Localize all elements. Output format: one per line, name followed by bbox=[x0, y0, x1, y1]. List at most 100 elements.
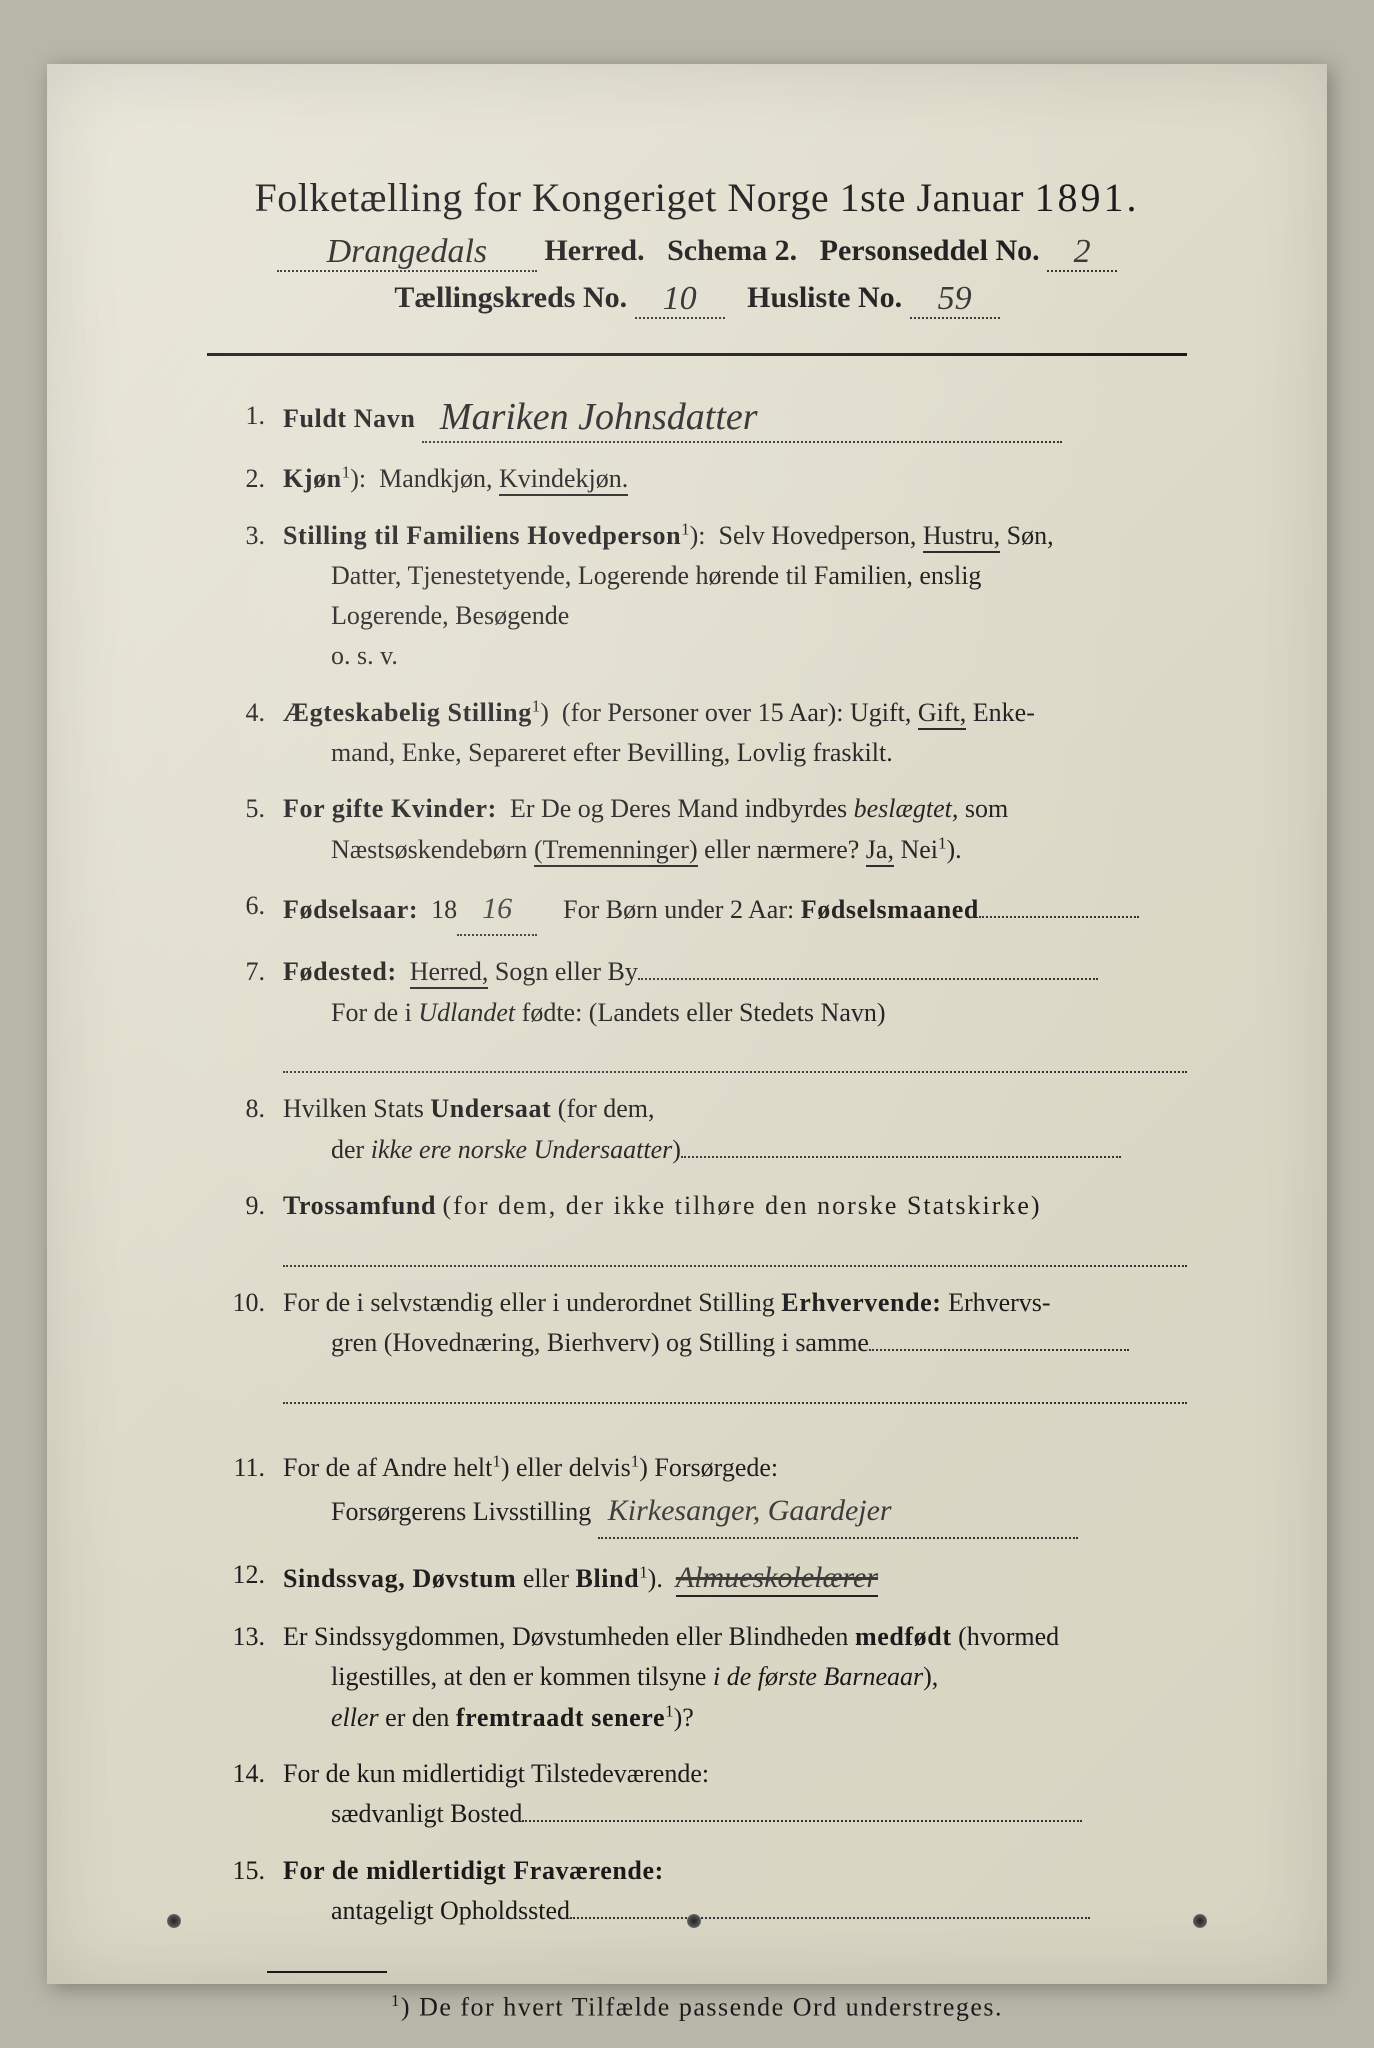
dots bbox=[522, 1801, 1082, 1822]
item-body: Stilling til Familiens Hovedperson1): Se… bbox=[283, 516, 1187, 677]
t: antageligt Opholdssted bbox=[331, 1896, 570, 1925]
i: ikke ere norske Undersaatter bbox=[371, 1135, 673, 1164]
item-num: 5. bbox=[217, 789, 265, 829]
line2: der ikke ere norske Undersaatter) bbox=[283, 1130, 1187, 1170]
footnote-rule bbox=[267, 1971, 387, 1973]
b: fremtraadt senere bbox=[456, 1703, 665, 1732]
herred-line: Drangedals Herred. Schema 2. Personsedde… bbox=[207, 233, 1187, 272]
item-8: 8. Hvilken Stats Undersaat (for dem, der… bbox=[217, 1089, 1187, 1170]
item-num: 6. bbox=[217, 886, 265, 926]
sup: 1 bbox=[532, 696, 540, 715]
item-body: For de midlertidigt Fraværende: antageli… bbox=[283, 1851, 1187, 1932]
label-sindssvag: Sindssvag, Døvstum bbox=[283, 1564, 516, 1593]
hustru-underlined: Hustru, bbox=[923, 521, 1000, 553]
pinhole-icon bbox=[1193, 1914, 1207, 1928]
item-6: 6. Fødselsaar: 1816 For Børn under 2 Aar… bbox=[217, 886, 1187, 937]
livsstilling-value: Kirkesanger, Gaardejer bbox=[608, 1494, 892, 1527]
year-field: 16 bbox=[457, 886, 537, 937]
item-num: 2. bbox=[217, 459, 265, 499]
t: ) Forsørgede: bbox=[639, 1453, 778, 1482]
line2: For de i Udlandet fødte: (Landets eller … bbox=[283, 993, 1187, 1033]
line2: Forsørgerens Livsstilling Kirkesanger, G… bbox=[283, 1488, 1187, 1539]
item-11: 11. For de af Andre helt1) eller delvis1… bbox=[217, 1448, 1187, 1539]
item-num: 4. bbox=[217, 693, 265, 733]
line2: Næstsøskendebørn (Tremenninger) eller næ… bbox=[283, 830, 1187, 870]
kreds-label: Tællingskreds No. bbox=[394, 281, 627, 314]
kjon-options: Mandkjøn, bbox=[379, 464, 499, 493]
livsstilling-field: Kirkesanger, Gaardejer bbox=[598, 1488, 1078, 1539]
t: (for dem, bbox=[551, 1094, 654, 1123]
line2: gren (Hovednæring, Bierhverv) og Stillin… bbox=[283, 1323, 1187, 1363]
t: (for dem, der ikke tilhøre den norske St… bbox=[443, 1191, 1042, 1220]
schema-label: Schema 2. bbox=[667, 234, 797, 267]
title-year: 1891. bbox=[1034, 175, 1139, 220]
t: Søn, bbox=[1000, 521, 1053, 550]
item-4: 4. Ægteskabelig Stilling1) (for Personer… bbox=[217, 693, 1187, 774]
personseddel-field: 2 bbox=[1047, 233, 1117, 272]
pinhole-icon bbox=[167, 1914, 181, 1928]
kjon-underlined: Kvindekjøn. bbox=[499, 464, 628, 496]
personseddel-label: Personseddel No. bbox=[820, 234, 1040, 267]
item-body: For de kun midlertidigt Tilstedeværende:… bbox=[283, 1754, 1187, 1835]
item-13: 13. Er Sindssygdommen, Døvstumheden elle… bbox=[217, 1617, 1187, 1738]
dots bbox=[979, 897, 1139, 918]
year-value: 16 bbox=[482, 892, 512, 925]
item-12: 12. Sindssvag, Døvstum eller Blind1). Al… bbox=[217, 1555, 1187, 1602]
item-body: For de af Andre helt1) eller delvis1) Fo… bbox=[283, 1448, 1187, 1539]
item-body: Kjøn1): Mandkjøn, Kvindekjøn. bbox=[283, 459, 1187, 499]
label-stilling: Stilling til Familiens Hovedperson bbox=[283, 521, 681, 550]
item-body: Hvilken Stats Undersaat (for dem, der ik… bbox=[283, 1089, 1187, 1170]
line3: eller er den fremtraadt senere1)? bbox=[283, 1698, 1187, 1738]
t: ). bbox=[946, 835, 961, 864]
t: er den bbox=[379, 1703, 456, 1732]
label-livsstilling: Forsørgerens Livsstilling bbox=[331, 1497, 591, 1526]
struck-value: Almueskolelærer bbox=[676, 1561, 878, 1597]
label-trossamfund: Trossamfund bbox=[283, 1191, 436, 1220]
item-num: 11. bbox=[217, 1448, 265, 1488]
item-num: 9. bbox=[217, 1186, 265, 1226]
form-title: Folketælling for Kongeriget Norge 1ste J… bbox=[207, 174, 1187, 221]
dots bbox=[869, 1330, 1129, 1351]
herred-underlined: Herred, bbox=[410, 957, 489, 989]
year-prefix: 18 bbox=[431, 895, 457, 924]
item-body: Sindssvag, Døvstum eller Blind1). Almues… bbox=[283, 1555, 1187, 1602]
dots bbox=[638, 960, 1098, 981]
label-gifte: For gifte Kvinder: bbox=[283, 794, 497, 823]
dots bbox=[570, 1898, 1090, 1919]
t: Hvilken Stats bbox=[283, 1094, 430, 1123]
item-2: 2. Kjøn1): Mandkjøn, Kvindekjøn. bbox=[217, 459, 1187, 499]
kreds-field: 10 bbox=[635, 280, 725, 319]
t: som bbox=[958, 794, 1008, 823]
item-body: Fødselsaar: 1816 For Børn under 2 Aar: F… bbox=[283, 886, 1187, 937]
name-field: Mariken Johnsdatter bbox=[422, 396, 1062, 443]
item-5: 5. For gifte Kvinder: Er De og Deres Man… bbox=[217, 789, 1187, 870]
item-body: Trossamfund (for dem, der ikke tilhøre d… bbox=[283, 1186, 1187, 1267]
t: sædvanligt Bosted bbox=[331, 1799, 522, 1828]
t: Næstsøskendebørn bbox=[331, 835, 534, 864]
item-num: 7. bbox=[217, 952, 265, 992]
dots bbox=[681, 1137, 1121, 1158]
t: )? bbox=[674, 1703, 694, 1732]
i: i de første Barneaar bbox=[713, 1662, 923, 1691]
t: Enke- bbox=[966, 698, 1035, 727]
form-items: 1. Fuldt Navn Mariken Johnsdatter 2. Kjø… bbox=[207, 396, 1187, 1931]
label-fodselsaar: Fødselsaar: bbox=[283, 895, 418, 924]
label-fuldt-navn: Fuldt Navn bbox=[283, 404, 415, 433]
item-num: 8. bbox=[217, 1089, 265, 1129]
title-text: Folketælling for Kongeriget Norge 1ste J… bbox=[255, 175, 1035, 220]
line2: Datter, Tjenestetyende, Logerende hørend… bbox=[283, 556, 1187, 596]
t: eller bbox=[516, 1564, 575, 1593]
item-num: 1. bbox=[217, 396, 265, 436]
item-body: Er Sindssygdommen, Døvstumheden eller Bl… bbox=[283, 1617, 1187, 1738]
label-fodested: Fødested: bbox=[283, 957, 397, 986]
t: eller nærmere? bbox=[698, 835, 866, 864]
t: For de i bbox=[331, 998, 418, 1027]
item-7: 7. Fødested: Herred, Sogn eller By For d… bbox=[217, 952, 1187, 1073]
item-body: Ægteskabelig Stilling1) (for Personer ov… bbox=[283, 693, 1187, 774]
t: For de midlertidigt Fraværende: bbox=[283, 1856, 664, 1885]
kreds-value: 10 bbox=[663, 282, 697, 316]
spacer bbox=[217, 1420, 1187, 1448]
gift-underlined: Gift, bbox=[918, 698, 966, 730]
line2: sædvanligt Bosted bbox=[283, 1794, 1187, 1834]
t: Erhvervs- bbox=[942, 1288, 1051, 1317]
